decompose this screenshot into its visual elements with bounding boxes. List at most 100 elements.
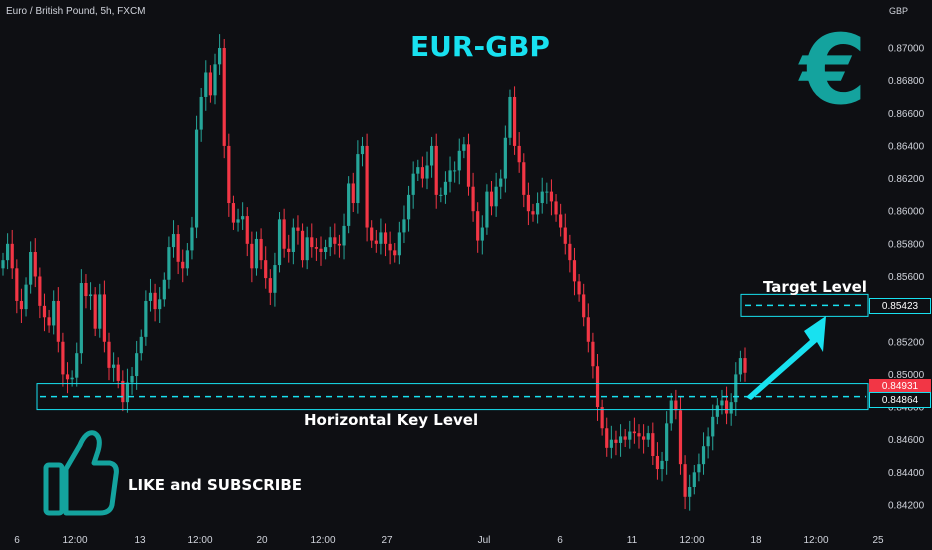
- key-level-label: Horizontal Key Level: [304, 411, 479, 429]
- candle: [93, 294, 97, 329]
- candle: [84, 283, 88, 297]
- candle: [605, 428, 609, 448]
- candle: [402, 219, 406, 233]
- candle: [443, 181, 448, 195]
- chart-title: EUR-GBP: [410, 30, 550, 63]
- candle: [61, 341, 65, 375]
- candle: [393, 250, 397, 256]
- candle: [453, 170, 457, 172]
- candle: [333, 237, 337, 244]
- candle: [176, 234, 180, 262]
- candle: [734, 374, 738, 403]
- candle: [669, 400, 673, 424]
- candle: [98, 294, 102, 329]
- target-arrow: [746, 316, 826, 400]
- candle: [706, 436, 710, 447]
- candle: [365, 145, 369, 228]
- candle: [19, 300, 24, 310]
- euro-icon: €: [800, 14, 867, 126]
- currency-label: GBP: [889, 6, 909, 16]
- candle: [148, 292, 153, 301]
- candle: [314, 247, 318, 249]
- candle: [623, 436, 627, 440]
- key-level-box: [36, 383, 869, 411]
- y-tick-label: 0.84200: [888, 500, 925, 511]
- candle: [609, 439, 613, 448]
- candle: [503, 137, 507, 179]
- candle: [296, 227, 300, 231]
- y-tick-label: 0.84400: [888, 468, 925, 479]
- time-axis: 6 12:00 13 12:00 20 12:00 27 Jul 6 11 12:00 18 12:00…: [14, 535, 884, 546]
- candle: [476, 211, 480, 241]
- candle: [559, 214, 563, 228]
- candle: [241, 216, 245, 220]
- candle: [310, 237, 314, 248]
- x-tick-label: 18: [750, 535, 762, 546]
- candle: [420, 167, 424, 179]
- candle: [517, 145, 521, 163]
- candle: [683, 464, 687, 497]
- candle: [167, 247, 171, 280]
- candle: [250, 243, 254, 269]
- y-tick-label: 0.85800: [888, 239, 925, 250]
- candle: [287, 248, 291, 252]
- candle: [107, 341, 111, 368]
- symbol-label[interactable]: Euro / British Pound, 5h, FXCM: [6, 6, 146, 17]
- candle: [351, 183, 355, 204]
- candle: [199, 96, 203, 130]
- candle: [236, 219, 240, 223]
- candle: [328, 237, 332, 248]
- candle: [388, 243, 392, 251]
- candle: [194, 129, 199, 228]
- y-tick-label: 0.84600: [888, 435, 925, 446]
- candle: [319, 248, 323, 252]
- candle: [227, 145, 231, 204]
- y-tick-label: 0.86000: [888, 207, 925, 218]
- candle: [563, 227, 567, 244]
- candle: [646, 433, 650, 440]
- y-tick-label: 0.85600: [888, 272, 925, 283]
- candle: [112, 364, 116, 368]
- candle: [720, 400, 724, 406]
- candle: [536, 203, 540, 215]
- candle: [489, 191, 494, 207]
- x-tick-label: 6: [557, 535, 563, 546]
- candle: [637, 433, 641, 437]
- y-tick-label: 0.87000: [888, 44, 925, 55]
- candle: [374, 240, 378, 244]
- candle: [282, 219, 286, 249]
- candle: [591, 341, 595, 367]
- candle: [360, 145, 365, 155]
- candle: [15, 268, 19, 301]
- candle: [56, 300, 60, 342]
- candle: [545, 191, 549, 193]
- candle: [678, 410, 683, 465]
- candle: [540, 191, 544, 204]
- candle: [305, 237, 309, 261]
- candle: [655, 456, 660, 470]
- candle: [1, 260, 5, 269]
- thumbs-up-icon: [43, 430, 119, 516]
- candle: [471, 186, 475, 212]
- candle: [462, 144, 466, 151]
- x-tick-label: 12:00: [187, 535, 212, 546]
- candle: [499, 178, 503, 187]
- x-tick-label: 25: [872, 535, 884, 546]
- candle: [434, 145, 438, 195]
- candle: [406, 194, 411, 220]
- candle: [121, 380, 125, 403]
- candle: [743, 358, 747, 373]
- x-tick-label: 12:00: [803, 535, 828, 546]
- candle: [600, 407, 604, 429]
- y-tick-label: 0.86800: [888, 76, 925, 87]
- candle: [572, 260, 577, 282]
- y-tick-label: 0.85200: [888, 337, 925, 348]
- target-level-box: [740, 293, 869, 317]
- candle: [448, 170, 452, 182]
- candle: [208, 72, 212, 96]
- candle: [268, 278, 272, 293]
- candle: [411, 173, 415, 195]
- candle: [508, 96, 512, 138]
- candle: [116, 364, 120, 381]
